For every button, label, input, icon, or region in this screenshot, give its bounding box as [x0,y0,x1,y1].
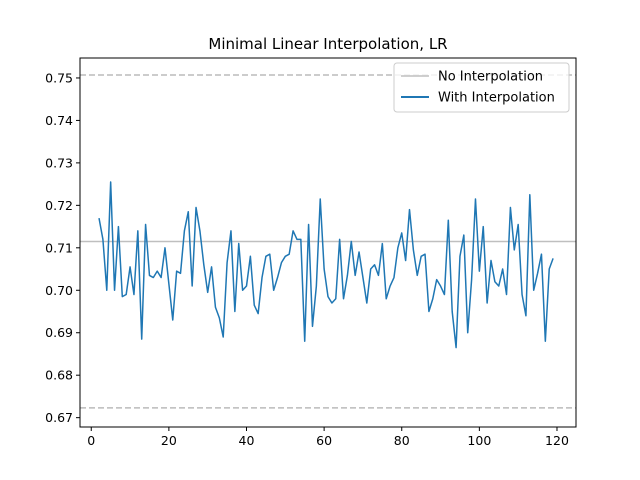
y-tick-label: 0.67 [45,410,73,425]
y-tick-label: 0.69 [45,325,73,340]
legend: No Interpolation With Interpolation [393,62,570,113]
y-tick-label: 0.72 [45,198,73,213]
legend-label-no-interpolation: No Interpolation [438,70,543,85]
chart-title: Minimal Linear Interpolation, LR [208,35,447,53]
y-tick-label: 0.73 [45,155,73,170]
axes-frame [79,57,577,428]
x-tick-label: 60 [316,433,332,448]
x-tick-label: 0 [87,433,95,448]
legend-box [393,62,570,113]
y-tick-label: 0.74 [45,113,73,128]
x-tick-label: 40 [239,433,255,448]
x-tick-label: 80 [394,433,410,448]
x-tick-label: 20 [161,433,177,448]
y-tick-label: 0.75 [45,70,73,85]
plot-area [80,74,576,409]
series-with-interpolation-line [98,181,554,349]
y-tick-label: 0.71 [45,240,73,255]
x-tick-label: 120 [545,433,569,448]
y-tick-label: 0.70 [45,283,73,298]
axes: 0 20 40 60 80 100 120 0.67 0.68 0.69 0.70 0.71 0.72 0… [45,57,577,448]
legend-label-with-interpolation: With Interpolation [438,91,555,106]
x-tick-label: 100 [467,433,491,448]
y-tick-label: 0.68 [45,368,73,383]
